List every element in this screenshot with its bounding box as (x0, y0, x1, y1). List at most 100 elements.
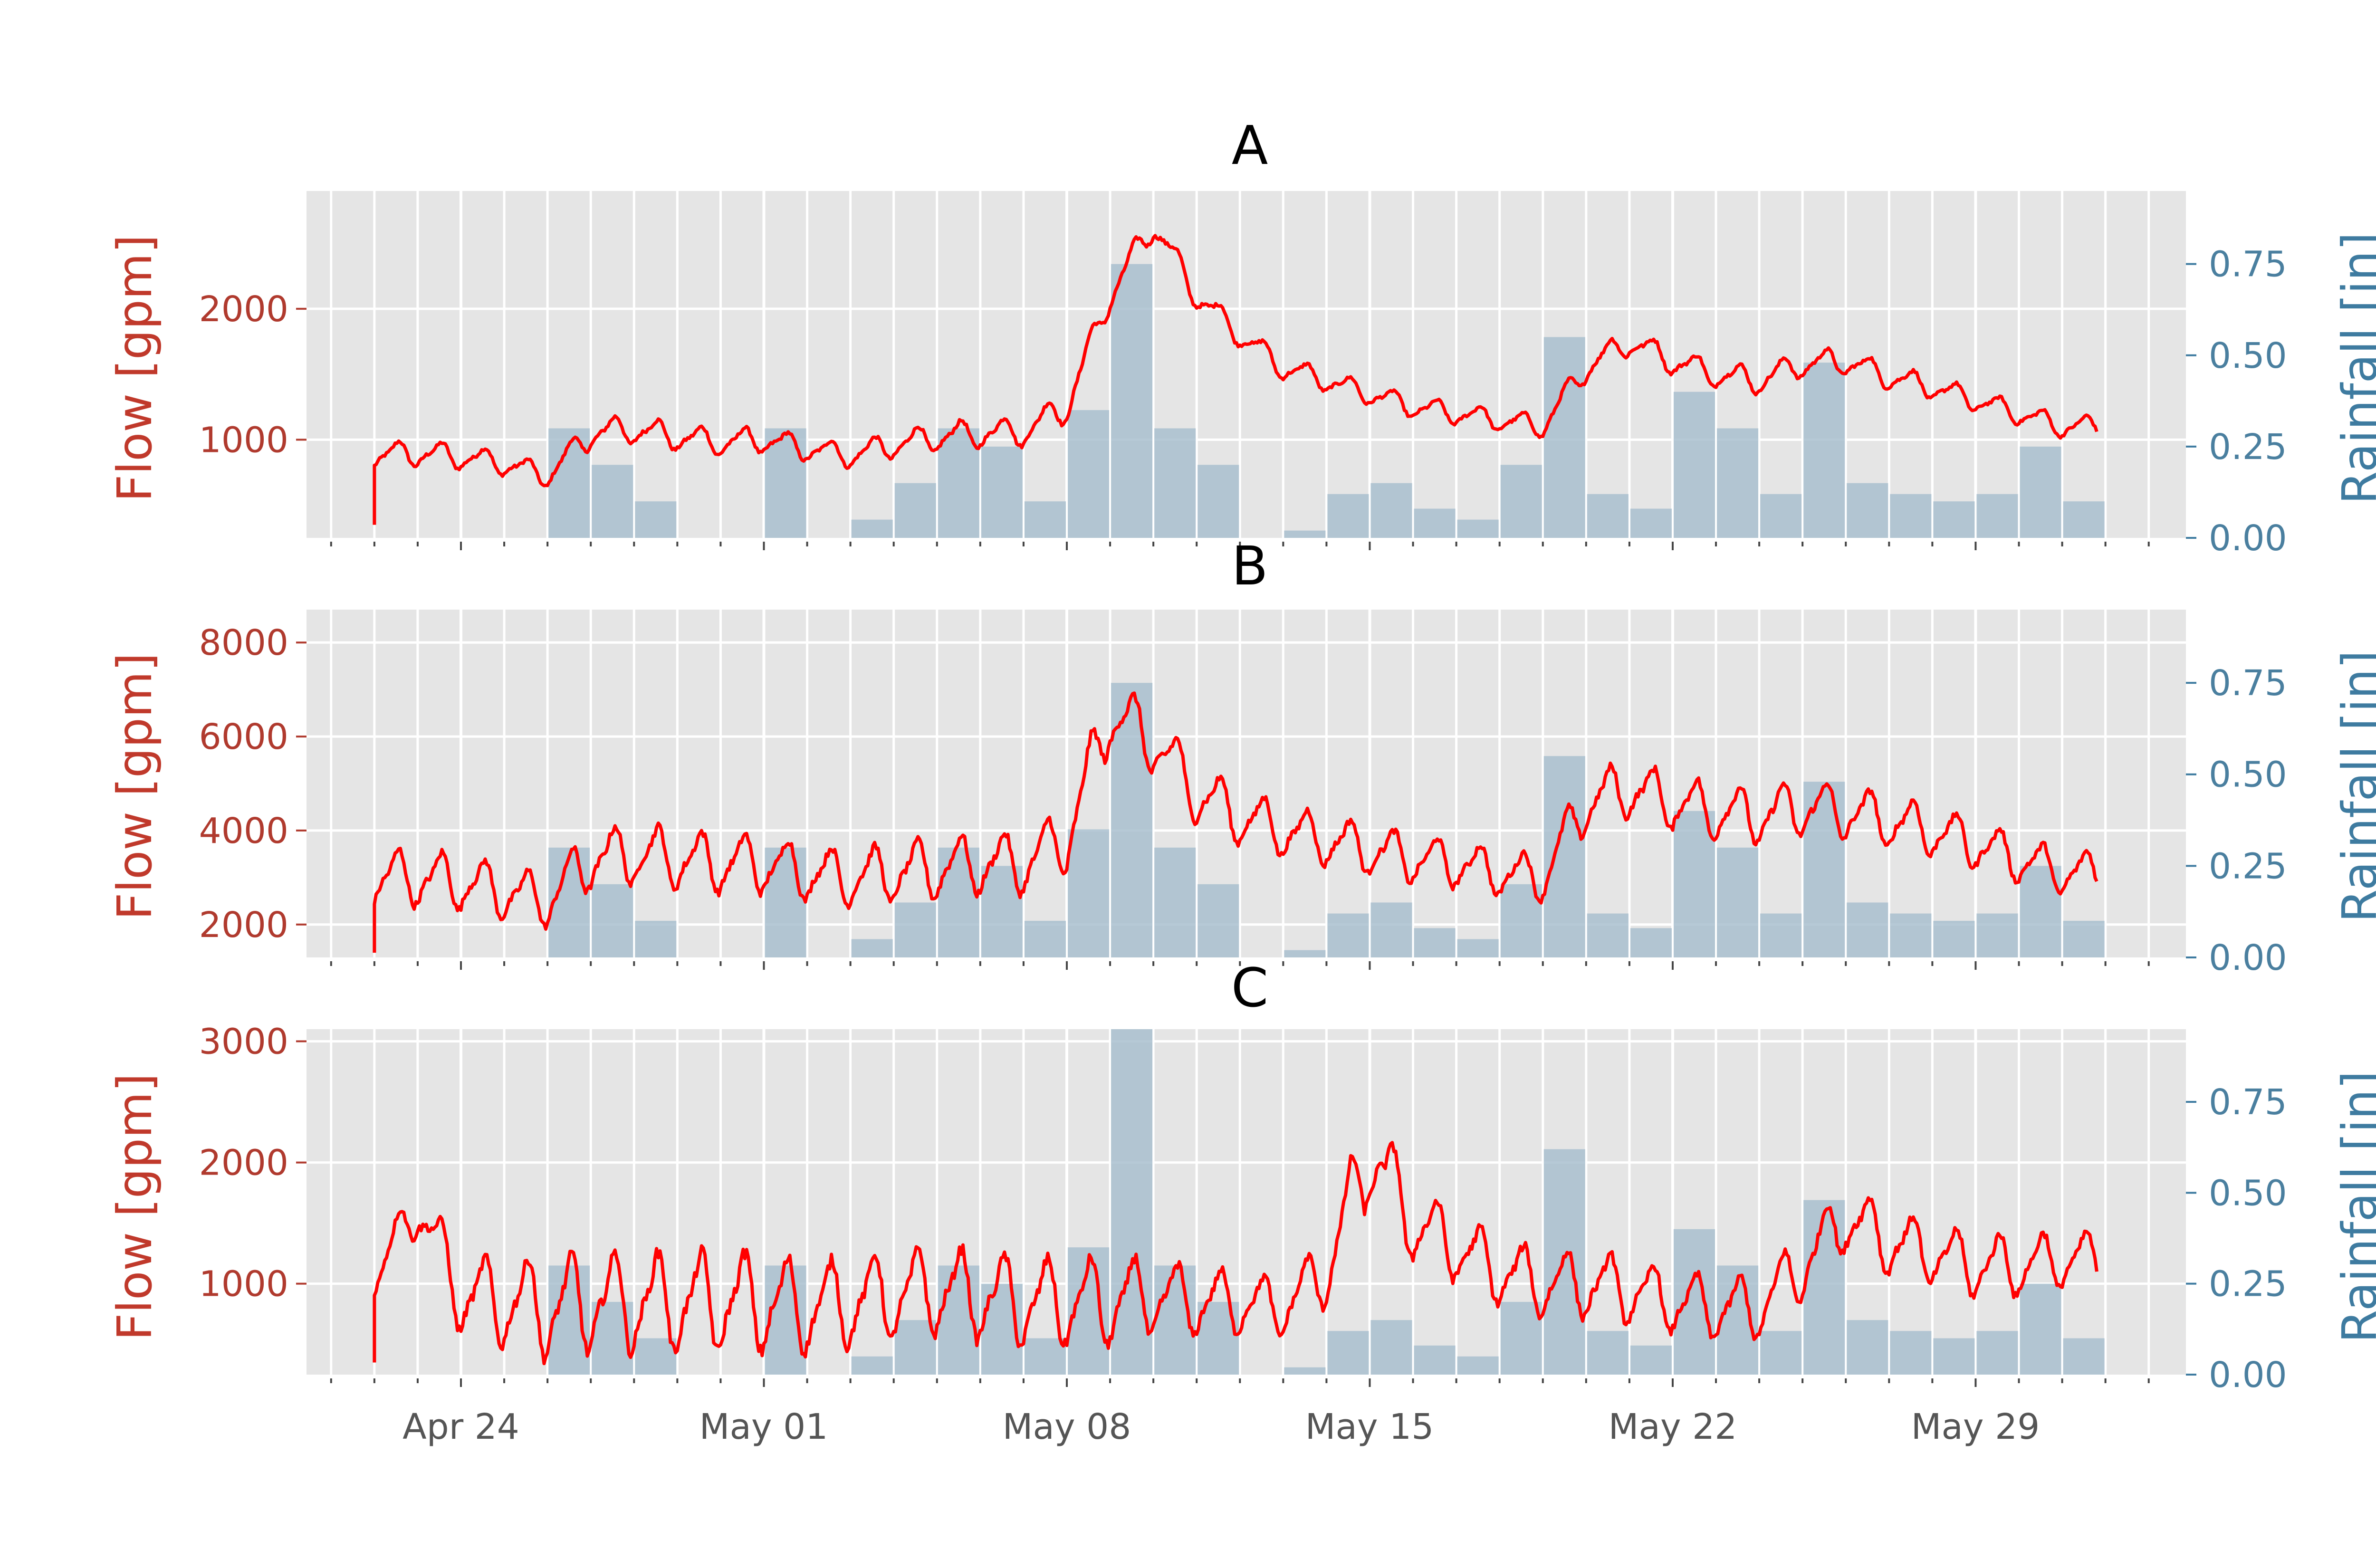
rainfall-bar (1933, 1338, 1975, 1375)
rainfall-axis-label: Rainfall [in] (2332, 1071, 2376, 1343)
rainfall-bar (1673, 392, 1715, 538)
rainfall-bar (1024, 1338, 1066, 1375)
panel-b: B Flow [gpm] Rainfall [in] 2000 4000 6000 8… (107, 535, 2376, 978)
rainfall-bar (1284, 950, 1326, 957)
rainfall-tick-label: 0.50 (2209, 335, 2287, 376)
rainfall-bar (1457, 1356, 1499, 1375)
rainfall-bar (1327, 913, 1369, 957)
rainfall-bar (1111, 683, 1153, 957)
rainfall-bar (548, 1265, 590, 1375)
panel-c: C Flow [gpm] Rainfall [in] 1000 2000 3000 0… (107, 957, 2376, 1396)
rainfall-bar (938, 847, 979, 957)
rainfall-bar (1457, 939, 1499, 957)
rainfall-bar (1543, 1149, 1585, 1375)
rainfall-bar (1803, 1200, 1845, 1375)
rainfall-bar (1717, 428, 1759, 538)
rainfall-axis-label: Rainfall [in] (2332, 232, 2376, 505)
rainfall-bar (1587, 1331, 1629, 1375)
rainfall-bar (981, 446, 1023, 538)
rainfall-bar (1067, 829, 1110, 957)
flow-tick-label: 2000 (199, 289, 288, 330)
rainfall-bar (1587, 913, 1629, 957)
rainfall-bar (765, 847, 806, 957)
flow-tick-label: 2000 (199, 1143, 288, 1184)
flow-tick-label: 1000 (199, 420, 288, 460)
rainfall-bar (1976, 913, 2018, 957)
rainfall-axis-label: Rainfall [in] (2332, 650, 2376, 923)
rainfall-tick-label: 0.00 (2209, 937, 2287, 978)
rainfall-bar (1630, 1345, 1672, 1375)
rainfall-bar (1284, 530, 1326, 538)
rainfall-bar (1500, 465, 1542, 538)
rainfall-bar (1890, 1331, 1932, 1375)
rainfall-bar (635, 1338, 677, 1375)
rainfall-bar (1154, 847, 1196, 957)
rainfall-bar (1111, 264, 1153, 538)
rainfall-bar (2063, 1338, 2105, 1375)
rainfall-bar (1198, 884, 1239, 957)
rainfall-bar (1024, 920, 1066, 957)
flow-axis-label: Flow [gpm] (107, 1073, 163, 1340)
rainfall-tick-label: 0.75 (2209, 1082, 2287, 1123)
rainfall-bar (1587, 494, 1629, 538)
flow-line (373, 691, 2098, 953)
rainfall-bar (1847, 483, 1888, 538)
rainfall-bar (1154, 428, 1196, 538)
rainfall-tick-label: 0.50 (2209, 1173, 2287, 1214)
rainfall-bar (851, 519, 893, 538)
rainfall-bar (1847, 902, 1888, 957)
rainfall-tick-label: 0.25 (2209, 427, 2287, 468)
x-axis-tick-labels: Apr 24 May 01 May 08 May 15 May 22 May 2… (402, 1406, 2040, 1447)
flow-axis-label: Flow [gpm] (107, 235, 163, 502)
rainfall-bar (1847, 1320, 1888, 1375)
rainfall-bar (2020, 446, 2061, 538)
rainfall-bar (1284, 1367, 1326, 1375)
rainfall-bar (1976, 1331, 2018, 1375)
flow-tick-label: 8000 (199, 622, 288, 663)
rainfall-bar (1024, 501, 1066, 538)
rainfall-bar (1543, 337, 1585, 538)
flow-tick-label: 4000 (199, 811, 288, 851)
rainfall-bar (1760, 913, 1802, 957)
rainfall-bar (1198, 465, 1239, 538)
x-tick-label: May 22 (1609, 1406, 1737, 1447)
panel-title: A (1232, 115, 1268, 177)
flow-tick-label: 3000 (199, 1022, 288, 1062)
rainfall-bar (2020, 1283, 2061, 1375)
panel-title: C (1231, 957, 1268, 1019)
flow-axis-label: Flow [gpm] (107, 653, 163, 920)
rainfall-bar (1414, 508, 1456, 538)
rainfall-bar (938, 428, 979, 538)
rainfall-bars (548, 264, 2105, 538)
rainfall-bar (1890, 913, 1932, 957)
rainfall-bar (1067, 410, 1110, 538)
x-tick-label: Apr 24 (402, 1406, 519, 1447)
rainfall-tick-label: 0.25 (2209, 846, 2287, 887)
rainfall-bar (1673, 811, 1715, 957)
rainfall-bar (1717, 847, 1759, 957)
rainfall-bar (1933, 501, 1975, 538)
rainfall-tick-label: 0.25 (2209, 1264, 2287, 1305)
rainfall-tick-label: 0.75 (2209, 663, 2287, 704)
rainfall-bar (851, 1356, 893, 1375)
rainfall-bar (1370, 1320, 1412, 1375)
rainfall-bar (2063, 501, 2105, 538)
rainfall-bar (1543, 756, 1585, 957)
rainfall-bar (1673, 1229, 1715, 1375)
flow-line (373, 234, 2098, 525)
rainfall-bar (635, 920, 677, 957)
rainfall-bar (1414, 928, 1456, 957)
rainfall-bar (765, 428, 806, 538)
rainfall-bar (1327, 1331, 1369, 1375)
panel-title: B (1232, 535, 1268, 597)
rainfall-bar (1414, 1345, 1456, 1375)
rainfall-bar (1457, 519, 1499, 538)
rainfall-tick-label: 0.75 (2209, 244, 2287, 285)
rainfall-bar (1630, 508, 1672, 538)
rainfall-bars (548, 1029, 2105, 1375)
rainfall-bar (592, 884, 633, 957)
rainfall-bar (894, 902, 936, 957)
rainfall-bar (592, 465, 633, 538)
flow-tick-label: 2000 (199, 905, 288, 946)
